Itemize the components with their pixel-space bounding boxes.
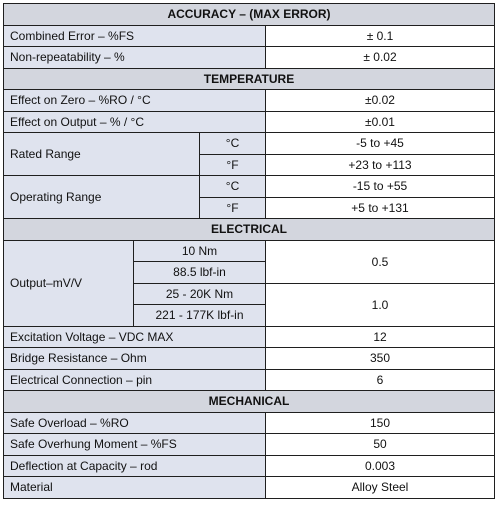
- row-label-electrical-connection: Electrical Connection – pin: [3, 368, 266, 391]
- table-row: Non-repeatability – % ± 0.02: [3, 46, 495, 69]
- unit-fahrenheit: °F: [199, 196, 266, 219]
- section-electrical-row: ELECTRICAL: [3, 218, 495, 241]
- row-label-excitation: Excitation Voltage – VDC MAX: [3, 325, 266, 348]
- table-row: Safe Overhung Moment – %FS 50: [3, 433, 495, 456]
- table-row: Safe Overload – %RO 150: [3, 411, 495, 434]
- table-row: 25 - 20K Nm 1.0: [4, 282, 495, 327]
- row-label-combined-error: Combined Error – %FS: [3, 24, 266, 47]
- section-heading-electrical: ELECTRICAL: [3, 218, 495, 241]
- row-label-bridge-resistance: Bridge Resistance – Ohm: [3, 347, 266, 370]
- section-heading-temperature: TEMPERATURE: [3, 67, 495, 90]
- row-label-material: Material: [3, 476, 266, 499]
- table-row: Operating Range °C -15 to +55: [3, 175, 495, 219]
- table-row: Excitation Voltage – VDC MAX 12: [3, 325, 495, 348]
- table-row: Deflection at Capacity – rod 0.003: [3, 454, 495, 477]
- row-value-operating-range-celsius: -15 to +55: [265, 175, 495, 198]
- table-row: Combined Error – %FS ± 0.1: [3, 24, 495, 47]
- table-row: °F +5 to +131: [4, 196, 495, 219]
- row-value-operating-range-fahrenheit: +5 to +131: [265, 196, 495, 219]
- row-label-effect-zero: Effect on Zero – %RO / °C: [3, 89, 266, 112]
- row-label-rated-range: Rated Range: [3, 132, 200, 176]
- row-value-electrical-connection: 6: [265, 368, 495, 391]
- section-mechanical-row: MECHANICAL: [3, 390, 495, 413]
- spec-table: ACCURACY – (MAX ERROR) Combined Error – …: [3, 3, 495, 499]
- row-value-bridge-resistance: 350: [265, 347, 495, 370]
- capacity-nm-small: 10 Nm: [133, 239, 266, 262]
- capacity-lbf-large: 221 - 177K lbf-in: [133, 304, 266, 327]
- row-label-operating-range: Operating Range: [3, 175, 200, 219]
- row-label-safe-overload: Safe Overload – %RO: [3, 411, 266, 434]
- table-row: Electrical Connection – pin 6: [3, 368, 495, 391]
- row-value-effect-zero: ±0.02: [265, 89, 495, 112]
- table-row: Effect on Zero – %RO / °C ±0.02: [3, 89, 495, 112]
- row-label-effect-output: Effect on Output – % / °C: [3, 110, 266, 133]
- table-row: Rated Range °C -5 to +45: [3, 132, 495, 176]
- section-accuracy-row: ACCURACY – (MAX ERROR): [3, 3, 495, 26]
- row-label-deflection: Deflection at Capacity – rod: [3, 454, 266, 477]
- row-value-output-small: 0.5: [265, 239, 495, 284]
- capacity-lbf-small: 88.5 lbf-in: [133, 261, 266, 284]
- unit-fahrenheit: °F: [199, 153, 266, 176]
- row-value-non-repeatability: ± 0.02: [265, 46, 495, 69]
- row-value-material: Alloy Steel: [265, 476, 495, 499]
- row-label-safe-overhung-moment: Safe Overhung Moment – %FS: [3, 433, 266, 456]
- row-value-combined-error: ± 0.1: [265, 24, 495, 47]
- unit-celsius: °C: [199, 175, 266, 198]
- table-row: Effect on Output – % / °C ±0.01: [3, 110, 495, 133]
- section-heading-accuracy: ACCURACY – (MAX ERROR): [3, 3, 495, 26]
- row-value-safe-overload: 150: [265, 411, 495, 434]
- row-value-safe-overhung-moment: 50: [265, 433, 495, 456]
- row-value-excitation: 12: [265, 325, 495, 348]
- table-row: Bridge Resistance – Ohm 350: [3, 347, 495, 370]
- unit-celsius: °C: [199, 132, 266, 155]
- capacity-nm-large: 25 - 20K Nm: [133, 282, 266, 305]
- row-value-rated-range-celsius: -5 to +45: [265, 132, 495, 155]
- table-row: °F +23 to +113: [4, 153, 495, 176]
- row-label-non-repeatability: Non-repeatability – %: [3, 46, 266, 69]
- table-row: 88.5 lbf-in: [4, 261, 495, 284]
- row-value-output-large: 1.0: [265, 282, 495, 327]
- section-temperature-row: TEMPERATURE: [3, 67, 495, 90]
- table-row: Material Alloy Steel: [3, 476, 495, 499]
- row-label-output: Output–mV/V: [3, 239, 134, 327]
- row-value-rated-range-fahrenheit: +23 to +113: [265, 153, 495, 176]
- row-value-effect-output: ±0.01: [265, 110, 495, 133]
- table-row: Output–mV/V 10 Nm 0.5: [3, 239, 495, 327]
- section-heading-mechanical: MECHANICAL: [3, 390, 495, 413]
- row-value-deflection: 0.003: [265, 454, 495, 477]
